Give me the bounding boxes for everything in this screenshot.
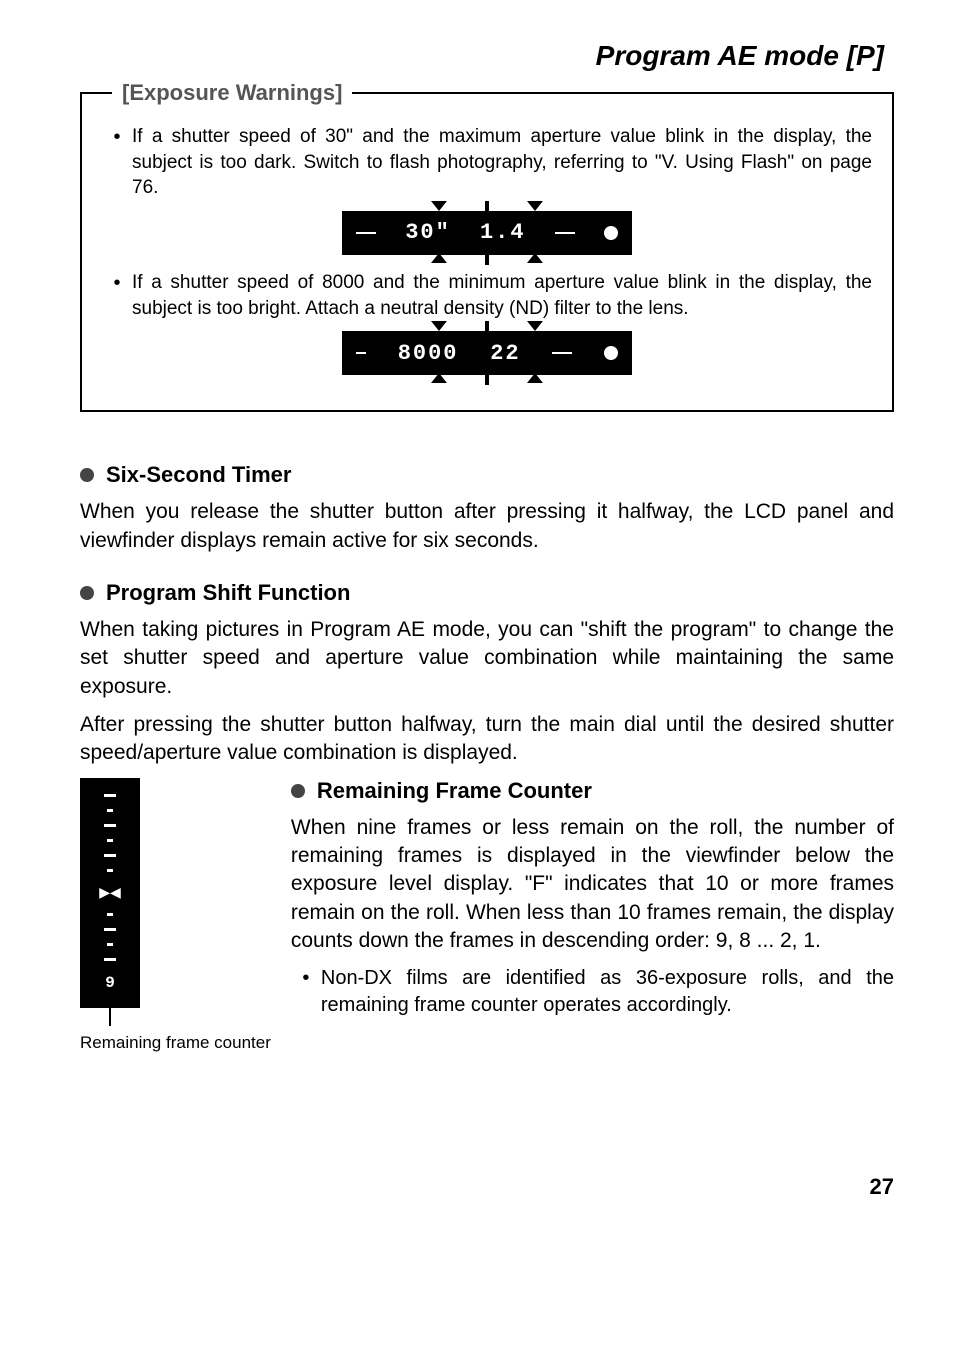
lcd-display-dark: 30" 1.4 (342, 211, 632, 255)
heading-text: Six-Second Timer (106, 462, 291, 488)
round-bullet-icon (80, 468, 94, 482)
round-bullet-icon (80, 586, 94, 600)
bullet-icon: • (102, 124, 132, 151)
note-text: Non-DX films are identified as 36-exposu… (321, 965, 894, 1019)
lcd-aperture-value: 1.4 (480, 220, 526, 245)
lcd-display-bright: 8000 22 (342, 331, 632, 375)
shift-body-1: When taking pictures in Program AE mode,… (80, 616, 894, 701)
frame-count-value: 9 (105, 974, 115, 992)
lcd-aperture-value: 22 (490, 341, 520, 366)
strip-caption: Remaining frame counter (80, 1033, 271, 1053)
section-heading-counter: Remaining Frame Counter (291, 778, 894, 804)
counter-note: • Non-DX films are identified as 36-expo… (291, 965, 894, 1019)
bullet-icon: • (291, 965, 321, 992)
focus-dot-icon (604, 346, 618, 360)
warning-text: If a shutter speed of 30" and the maximu… (132, 124, 872, 201)
page-number: 27 (870, 1174, 894, 1200)
warnings-legend: [Exposure Warnings] (112, 80, 352, 106)
warning-item: • If a shutter speed of 8000 and the min… (102, 270, 872, 321)
page-title: Program AE mode [P] (80, 40, 894, 72)
warning-item: • If a shutter speed of 30" and the maxi… (102, 124, 872, 201)
focus-dot-icon (604, 226, 618, 240)
timer-body: When you release the shutter button afte… (80, 498, 894, 555)
frame-counter-section: ▶◀ 9 Remaining frame counter Remaining F… (80, 778, 894, 1053)
manual-page: Program AE mode [P] [Exposure Warnings] … (0, 0, 954, 1350)
section-heading-shift: Program Shift Function (80, 580, 894, 606)
round-bullet-icon (291, 784, 305, 798)
warning-text: If a shutter speed of 8000 and the minim… (132, 270, 872, 321)
heading-text: Program Shift Function (106, 580, 350, 606)
section-heading-timer: Six-Second Timer (80, 462, 894, 488)
heading-text: Remaining Frame Counter (317, 778, 592, 804)
counter-body: When nine frames or less remain on the r… (291, 814, 894, 956)
exposure-warnings-box: [Exposure Warnings] • If a shutter speed… (80, 92, 894, 412)
frame-counter-strip: ▶◀ 9 (80, 778, 140, 1008)
lcd-shutter-value: 30" (405, 220, 451, 245)
pointer-icon: ▶◀ (99, 884, 121, 901)
shift-body-2: After pressing the shutter button halfwa… (80, 711, 894, 768)
bullet-icon: • (102, 270, 132, 297)
lcd-shutter-value: 8000 (398, 341, 459, 366)
